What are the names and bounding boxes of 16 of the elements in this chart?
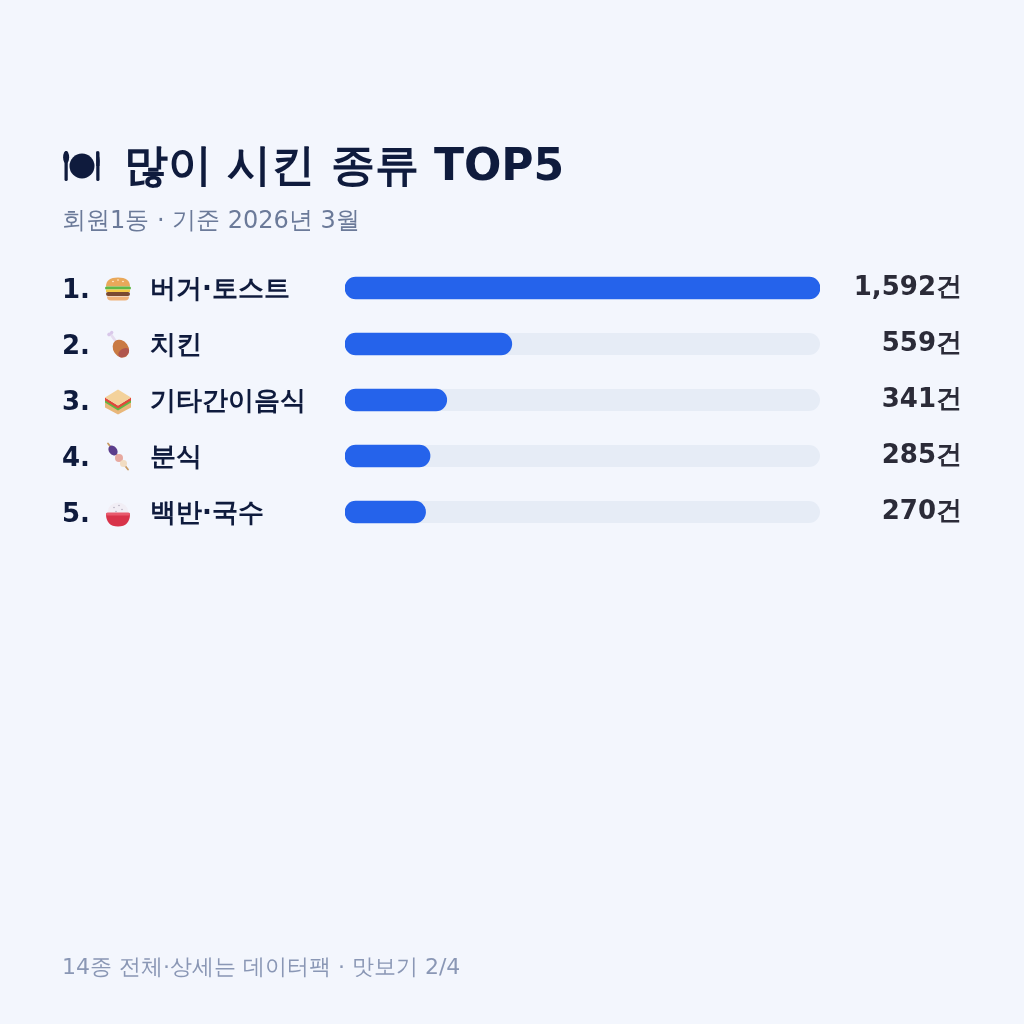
bar <box>345 388 448 412</box>
data-label: 285건 <box>881 438 962 469</box>
category-label: 5. 백반·국수 <box>62 496 264 527</box>
chart-title: 많이 시킨 종류 TOP5 <box>124 138 565 192</box>
bar <box>345 444 431 468</box>
text: 14종 전체·상세는 데이터팩 · 맛보기 2/4 <box>62 953 461 981</box>
data-label: 559건 <box>881 326 962 357</box>
category-label: 3. 기타간이음식 <box>62 384 306 415</box>
chart-subtitle: 회원1동 · 기준 2026년 3월 <box>62 205 360 236</box>
data-label: 1,592건 <box>853 270 962 301</box>
data-label: 341건 <box>881 382 962 413</box>
data-label: 270건 <box>881 494 962 525</box>
category-label: 2. 치킨 <box>62 328 202 359</box>
category-label: 1. 버거·토스트 <box>62 272 290 303</box>
category-label: 4. 분식 <box>62 440 202 471</box>
bar <box>345 500 426 524</box>
